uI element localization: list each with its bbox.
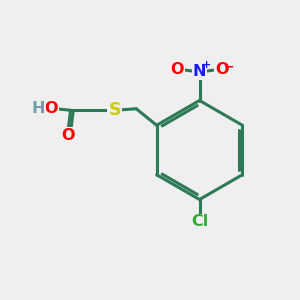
Text: O: O bbox=[215, 61, 229, 76]
Text: O: O bbox=[170, 61, 184, 76]
Text: Cl: Cl bbox=[191, 214, 208, 230]
Text: +: + bbox=[202, 60, 211, 70]
Text: O: O bbox=[44, 101, 58, 116]
Text: −: − bbox=[223, 60, 234, 73]
Text: H: H bbox=[32, 101, 45, 116]
Text: O: O bbox=[61, 128, 74, 143]
Text: N: N bbox=[193, 64, 206, 80]
Text: S: S bbox=[108, 101, 121, 119]
